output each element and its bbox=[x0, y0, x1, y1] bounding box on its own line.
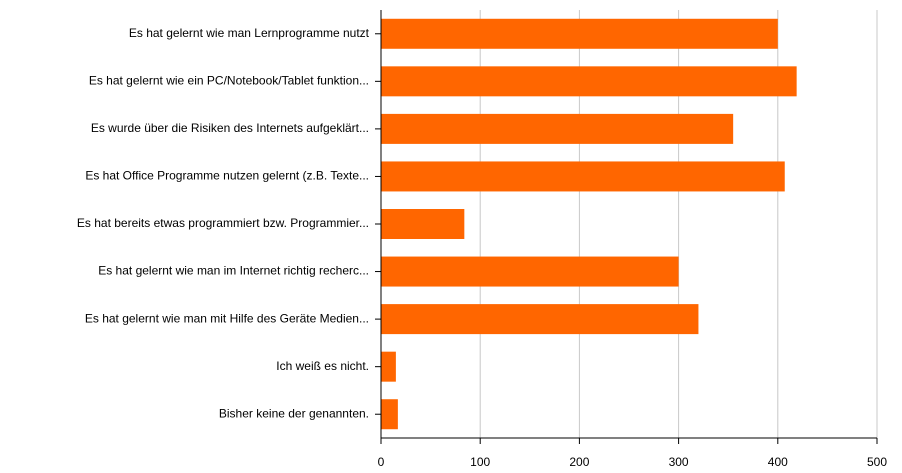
y-tick-label: Es hat gelernt wie man Lernprogramme nut… bbox=[129, 26, 370, 40]
x-tick-label: 200 bbox=[569, 455, 589, 469]
x-tick-label: 100 bbox=[470, 455, 490, 469]
bar bbox=[381, 209, 465, 239]
y-tick-label: Ich weiß es nicht. bbox=[276, 359, 369, 373]
bar bbox=[381, 351, 396, 382]
y-tick-label: Es hat bereits etwas programmiert bzw. P… bbox=[77, 216, 369, 230]
x-tick-label: 400 bbox=[768, 455, 788, 469]
bar bbox=[381, 18, 778, 49]
bar bbox=[381, 304, 699, 335]
y-tick-label: Es hat gelernt wie man im Internet richt… bbox=[98, 264, 369, 278]
bar bbox=[381, 256, 679, 287]
bar bbox=[381, 66, 797, 97]
y-tick-label: Es hat gelernt wie ein PC/Notebook/Table… bbox=[89, 74, 369, 88]
bar bbox=[381, 161, 785, 192]
x-tick-label: 300 bbox=[669, 455, 689, 469]
y-tick-label: Es hat Office Programme nutzen gelernt (… bbox=[85, 169, 369, 183]
bar bbox=[381, 399, 398, 430]
bar bbox=[381, 113, 734, 144]
x-tick-label: 500 bbox=[867, 455, 887, 469]
y-tick-label: Bisher keine der genannten. bbox=[219, 406, 369, 420]
x-tick-label: 0 bbox=[378, 455, 385, 469]
y-tick-label: Es wurde über die Risiken des Internets … bbox=[91, 121, 369, 135]
y-tick-label: Es hat gelernt wie man mit Hilfe des Ger… bbox=[85, 311, 369, 325]
